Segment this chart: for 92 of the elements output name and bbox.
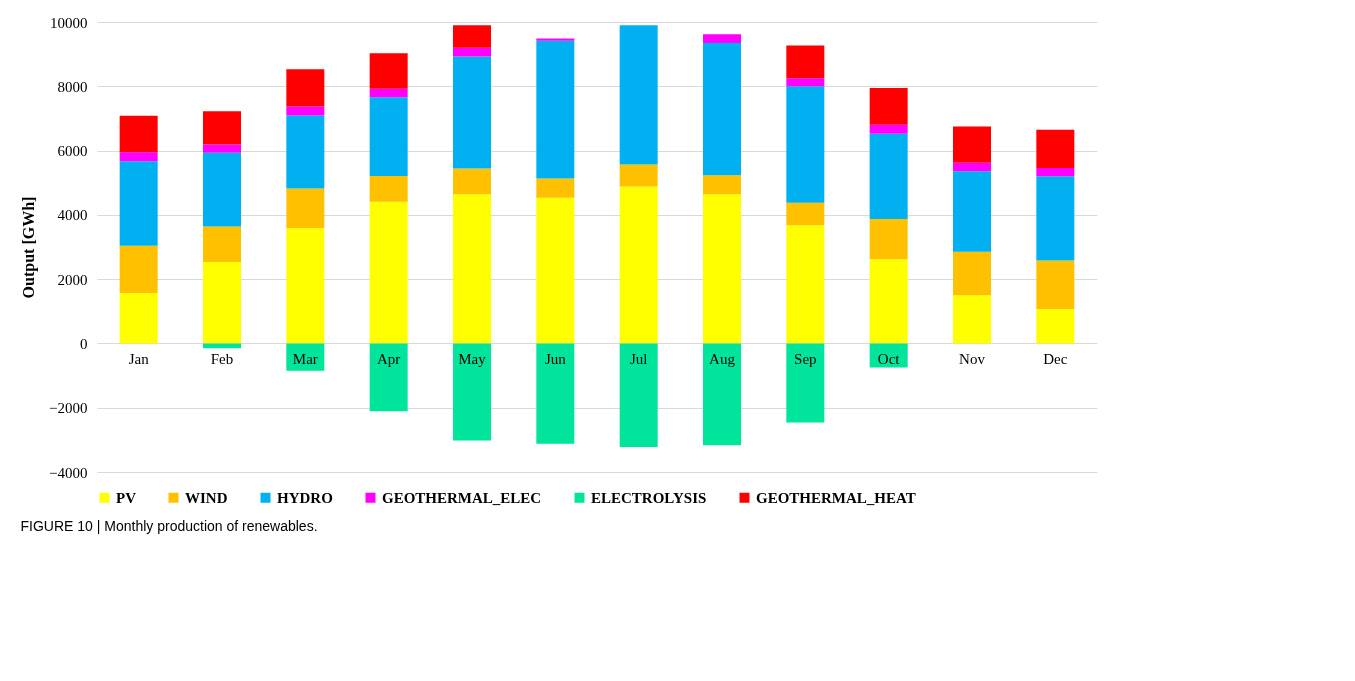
bar bbox=[453, 343, 491, 441]
bar bbox=[1036, 176, 1075, 261]
x-tick-label: Sep bbox=[794, 350, 817, 367]
y-tick-label: 10000 bbox=[50, 14, 88, 31]
bar bbox=[286, 106, 325, 116]
x-tick-label: Aug bbox=[709, 350, 736, 367]
bar bbox=[953, 126, 991, 163]
y-tick-label: 0 bbox=[80, 335, 88, 352]
legend-label: WIND bbox=[185, 489, 228, 506]
bar bbox=[453, 47, 491, 57]
bar bbox=[286, 115, 325, 189]
bar bbox=[536, 343, 575, 444]
bar bbox=[536, 178, 575, 198]
bar bbox=[203, 343, 241, 349]
y-tick-label: 6000 bbox=[57, 143, 88, 160]
y-tick-label: 2000 bbox=[57, 271, 88, 288]
bar bbox=[786, 45, 825, 79]
bar bbox=[619, 186, 658, 344]
bar bbox=[703, 34, 741, 43]
bar bbox=[619, 343, 658, 447]
bar bbox=[203, 111, 241, 145]
y-tick-label: −4000 bbox=[49, 464, 88, 481]
bar bbox=[203, 152, 241, 227]
bar bbox=[536, 38, 575, 41]
bar bbox=[453, 56, 491, 169]
x-tick-label: Nov bbox=[959, 350, 986, 367]
bar bbox=[953, 295, 991, 344]
bar bbox=[119, 292, 158, 344]
bar bbox=[1036, 309, 1075, 344]
bar bbox=[786, 78, 825, 87]
y-tick-label: 8000 bbox=[57, 78, 88, 95]
x-tick-label: May bbox=[458, 350, 487, 367]
bar bbox=[286, 228, 325, 344]
bar bbox=[203, 226, 241, 263]
x-tick-label: Apr bbox=[377, 350, 401, 367]
x-tick-label: Jul bbox=[629, 350, 648, 367]
x-tick-label: Jan bbox=[128, 350, 150, 367]
legend-label: GEOTHERMAL_ELEC bbox=[382, 489, 542, 506]
x-tick-label: Oct bbox=[877, 350, 901, 367]
legend-label: HYDRO bbox=[277, 489, 333, 506]
bar bbox=[369, 343, 408, 412]
bar bbox=[369, 88, 408, 98]
bar bbox=[453, 194, 491, 344]
bar bbox=[1036, 260, 1075, 310]
legend-label: PV bbox=[116, 489, 137, 506]
bar bbox=[119, 115, 158, 153]
bar bbox=[786, 343, 825, 423]
bar bbox=[869, 133, 908, 220]
y-tick-label: 4000 bbox=[57, 207, 88, 224]
bar bbox=[869, 343, 908, 368]
bar bbox=[703, 194, 741, 344]
x-tick-label: Dec bbox=[1043, 350, 1068, 367]
bar bbox=[536, 197, 575, 344]
bar bbox=[119, 152, 158, 162]
bar bbox=[369, 201, 408, 344]
caption: FIGURE 10 | Monthly production of renewables. bbox=[20, 518, 318, 534]
x-tick-label: Jun bbox=[544, 350, 567, 367]
bar bbox=[869, 259, 908, 344]
bar bbox=[453, 168, 491, 195]
bar bbox=[1036, 129, 1075, 168]
bar bbox=[369, 97, 408, 176]
bar bbox=[786, 225, 825, 344]
y-axis-title: Output [GWh] bbox=[20, 196, 39, 299]
bar bbox=[286, 188, 325, 229]
legend-label: GEOTHERMAL_HEAT bbox=[756, 489, 916, 506]
bar bbox=[703, 42, 741, 176]
bar bbox=[286, 69, 325, 107]
bar bbox=[1036, 167, 1075, 177]
bar bbox=[369, 175, 408, 202]
bar bbox=[119, 245, 158, 293]
bar bbox=[203, 144, 241, 153]
bar bbox=[453, 25, 491, 48]
bar bbox=[203, 262, 241, 344]
y-tick-label: −2000 bbox=[49, 400, 88, 417]
bar bbox=[119, 161, 158, 246]
bar bbox=[953, 162, 991, 172]
legend-label: ELECTROLYSIS bbox=[591, 489, 707, 506]
bar bbox=[786, 202, 825, 226]
bar bbox=[953, 251, 991, 296]
bar bbox=[869, 219, 908, 260]
bar bbox=[703, 175, 741, 195]
bar bbox=[703, 343, 741, 446]
bar bbox=[786, 86, 825, 203]
bar bbox=[536, 40, 575, 179]
x-tick-label: Feb bbox=[210, 350, 234, 367]
bar bbox=[953, 171, 991, 252]
bar bbox=[369, 53, 408, 89]
bar bbox=[619, 164, 658, 187]
bar bbox=[619, 25, 658, 165]
bar bbox=[869, 124, 908, 134]
bar bbox=[869, 87, 908, 125]
x-tick-label: Mar bbox=[292, 350, 318, 367]
